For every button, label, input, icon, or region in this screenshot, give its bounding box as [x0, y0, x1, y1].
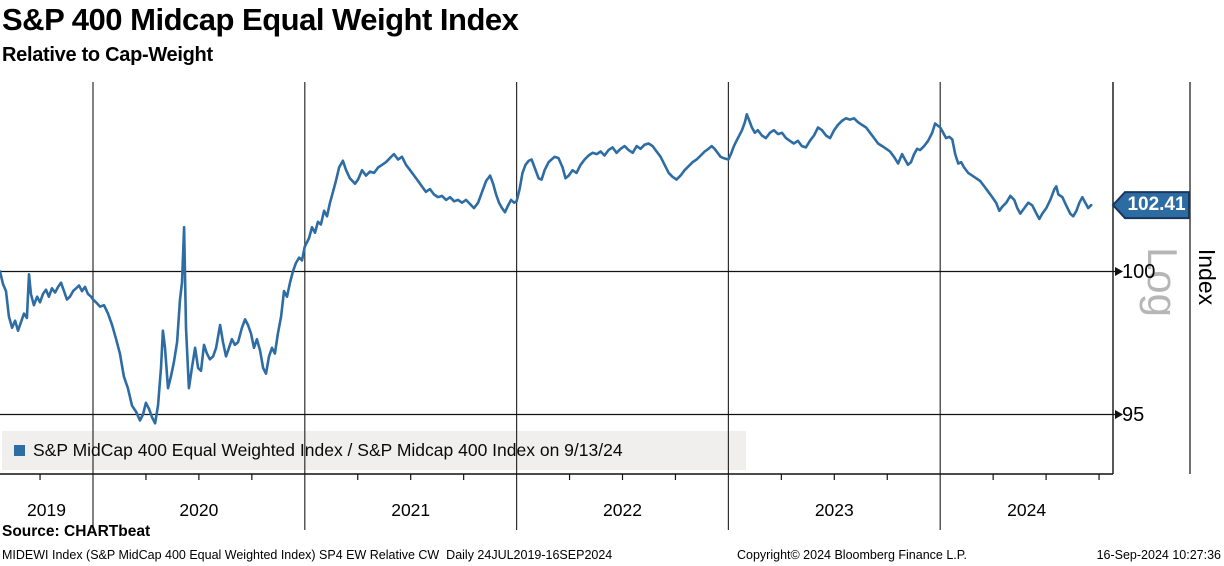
source-label: Source: CHARTbeat: [2, 523, 151, 540]
footer-security-info: MIDEWI Index (S&P MidCap 400 Equal Weigh…: [2, 548, 613, 562]
legend-swatch-icon: [14, 445, 25, 456]
x-tick-label: 2022: [603, 500, 642, 520]
x-tick-label: 2020: [179, 500, 219, 520]
x-tick-label: 2021: [391, 500, 431, 520]
y-tick-label: 95: [1122, 403, 1145, 426]
y-axis-title: Index: [1194, 248, 1220, 306]
y-tick-label: 100: [1122, 260, 1156, 283]
chart-subtitle: Relative to Cap-Weight: [2, 44, 213, 66]
x-tick-label: 2019: [27, 500, 66, 520]
legend: S&P MidCap 400 Equal Weighted Index / S&…: [14, 431, 623, 470]
chart-title: S&P 400 Midcap Equal Weight Index: [2, 2, 519, 37]
footer-timestamp: 16-Sep-2024 10:27:36: [1096, 548, 1221, 562]
legend-label: S&P MidCap 400 Equal Weighted Index / S&…: [33, 440, 623, 460]
x-tick-label: 2023: [814, 500, 854, 520]
x-tick-label: 2024: [1007, 500, 1047, 520]
footer-copyright: Copyright© 2024 Bloomberg Finance L.P.: [737, 548, 967, 562]
last-price-badge: 102.41: [1127, 194, 1186, 215]
